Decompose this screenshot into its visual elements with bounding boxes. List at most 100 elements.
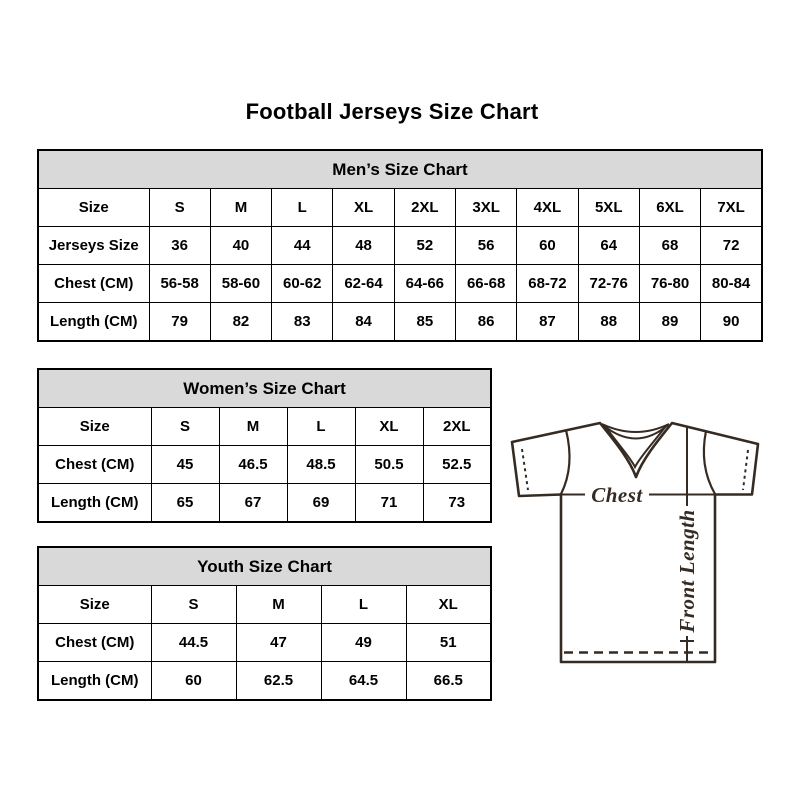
table-row: Size S M L XL 2XL — [37, 407, 492, 446]
value-cell: 80-84 — [700, 264, 763, 303]
value-cell: 60-62 — [271, 264, 334, 303]
value-cell: 36 — [148, 226, 211, 265]
value-cell: 7XL — [700, 188, 763, 227]
value-cell: 68 — [638, 226, 702, 265]
value-cell: 62-64 — [332, 264, 395, 303]
row-label-cell: Length (CM) — [37, 661, 152, 701]
value-cell: 79 — [148, 302, 211, 342]
right-armhole-seam — [702, 430, 716, 495]
value-cell: L — [286, 407, 356, 446]
table-row: Chest (CM) 56-58 58-60 60-62 62-64 64-66 66-68… — [37, 264, 763, 303]
mens-table-header-row: Men’s Size Chart — [37, 149, 763, 189]
row-label-cell: Chest (CM) — [37, 623, 152, 662]
value-cell: 88 — [577, 302, 640, 342]
table-row: Size S M L XL 2XL 3XL 4XL 5XL 6XL 7XL — [37, 188, 763, 227]
table-row: Chest (CM) 44.5 47 49 51 — [37, 623, 492, 662]
collar-arc-1 — [601, 423, 670, 433]
row-label-cell: Chest (CM) — [37, 445, 152, 484]
value-cell: 69 — [286, 483, 356, 523]
jersey-measurement-diagram: Chest Front Length — [510, 421, 760, 664]
value-cell: 72 — [700, 226, 763, 265]
value-cell: 71 — [354, 483, 424, 523]
value-cell: M — [218, 407, 288, 446]
value-cell: S — [148, 188, 211, 227]
value-cell: M — [235, 585, 322, 624]
value-cell: 72-76 — [577, 264, 640, 303]
row-label-cell: Size — [37, 188, 150, 227]
mens-table-title: Men’s Size Chart — [37, 149, 763, 189]
table-row: Size S M L XL — [37, 585, 492, 624]
value-cell: L — [271, 188, 334, 227]
value-cell: 83 — [271, 302, 334, 342]
womens-table-title: Women’s Size Chart — [37, 368, 492, 408]
collar-inner-v — [604, 425, 667, 470]
value-cell: 40 — [209, 226, 273, 265]
value-cell: 2XL — [393, 188, 456, 227]
row-label-cell: Size — [37, 407, 152, 446]
value-cell: 86 — [454, 302, 518, 342]
row-label-cell: Size — [37, 585, 152, 624]
value-cell: 52 — [393, 226, 456, 265]
value-cell: 50.5 — [354, 445, 424, 484]
table-row: Length (CM) 65 67 69 71 73 — [37, 483, 492, 523]
jersey-outline — [510, 421, 760, 664]
value-cell: 60 — [150, 661, 237, 701]
row-label-cell: Chest (CM) — [37, 264, 150, 303]
value-cell: 90 — [700, 302, 763, 342]
page-title: Football Jerseys Size Chart — [245, 99, 539, 124]
value-cell: 3XL — [454, 188, 518, 227]
value-cell: 62.5 — [235, 661, 322, 701]
value-cell: XL — [405, 585, 492, 624]
row-label-cell: Length (CM) — [37, 302, 150, 342]
value-cell: 65 — [150, 483, 220, 523]
value-cell: 44 — [271, 226, 334, 265]
value-cell: XL — [332, 188, 395, 227]
row-label-cell: Length (CM) — [37, 483, 152, 523]
value-cell: 48 — [332, 226, 395, 265]
table-row: Jerseys Size 36 40 44 48 52 56 60 64 68 72 — [37, 226, 763, 265]
table-row: Length (CM) 60 62.5 64.5 66.5 — [37, 661, 492, 701]
value-cell: 45 — [150, 445, 220, 484]
value-cell: 44.5 — [150, 623, 237, 662]
value-cell: 52.5 — [422, 445, 492, 484]
value-cell: 73 — [422, 483, 492, 523]
value-cell: 2XL — [422, 407, 492, 446]
value-cell: 56-58 — [148, 264, 211, 303]
value-cell: 64-66 — [393, 264, 456, 303]
left-cuff-dashed-line — [521, 448, 529, 491]
mens-size-table: Men’s Size Chart Size S M L XL 2XL 3XL 4XL 5XL 6XL… — [37, 149, 763, 342]
value-cell: 85 — [393, 302, 456, 342]
chest-label: Chest — [591, 483, 643, 507]
front-length-label: Front Length — [675, 509, 699, 633]
value-cell: 60 — [516, 226, 579, 265]
youth-table-header-row: Youth Size Chart — [37, 546, 492, 586]
table-row: Length (CM) 79 82 83 84 85 86 87 88 89 90 — [37, 302, 763, 342]
table-row: Chest (CM) 45 46.5 48.5 50.5 52.5 — [37, 445, 492, 484]
value-cell: 51 — [405, 623, 492, 662]
value-cell: 4XL — [516, 188, 579, 227]
value-cell: 89 — [638, 302, 702, 342]
value-cell: 49 — [320, 623, 407, 662]
value-cell: 56 — [454, 226, 518, 265]
value-cell: M — [209, 188, 273, 227]
value-cell: 68-72 — [516, 264, 579, 303]
value-cell: 84 — [332, 302, 395, 342]
right-cuff-dashed-line — [742, 449, 749, 491]
value-cell: S — [150, 585, 237, 624]
value-cell: 76-80 — [638, 264, 702, 303]
value-cell: 64.5 — [320, 661, 407, 701]
value-cell: L — [320, 585, 407, 624]
value-cell: 82 — [209, 302, 273, 342]
value-cell: 47 — [235, 623, 322, 662]
youth-table-title: Youth Size Chart — [37, 546, 492, 586]
value-cell: 66.5 — [405, 661, 492, 701]
womens-table-header-row: Women’s Size Chart — [37, 368, 492, 408]
value-cell: 5XL — [577, 188, 640, 227]
value-cell: 64 — [577, 226, 640, 265]
value-cell: 46.5 — [218, 445, 288, 484]
value-cell: 67 — [218, 483, 288, 523]
left-armhole-seam — [560, 429, 571, 495]
value-cell: 48.5 — [286, 445, 356, 484]
value-cell: 66-68 — [454, 264, 518, 303]
value-cell: XL — [354, 407, 424, 446]
